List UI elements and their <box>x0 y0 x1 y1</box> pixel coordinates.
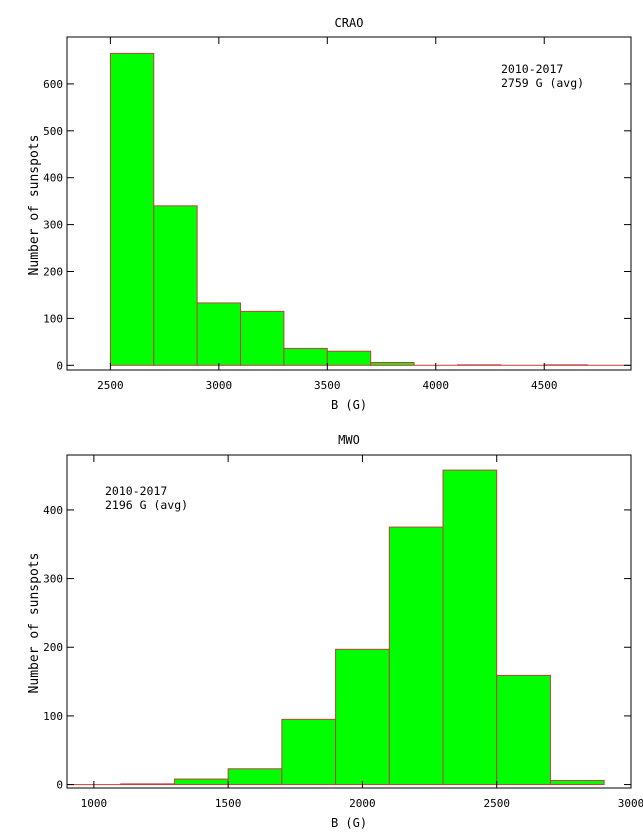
histogram-bar <box>227 768 283 786</box>
x-tick-label: 2500 <box>483 797 510 810</box>
bars-group <box>67 469 605 786</box>
annotation-average: 2196 G (avg) <box>105 498 188 512</box>
x-axis-label: B (G) <box>331 398 367 412</box>
annotation-period: 2010-2017 <box>501 62 563 76</box>
histogram-bar <box>240 310 285 366</box>
x-tick-label: 3000 <box>618 797 643 810</box>
histogram-bar <box>196 302 242 366</box>
histogram-bar <box>549 779 605 786</box>
chart-panel-mwo: 1000 1500 2000 2500 3000 0 100 200 300 400 MWO B… <box>27 433 643 830</box>
y-tick-label: 100 <box>43 710 63 723</box>
y-tick-label: 200 <box>43 266 63 279</box>
histogram-bar <box>496 674 551 786</box>
y-axis-label: Number of sunspots <box>27 553 42 694</box>
y-ticks: 0 100 200 300 400 <box>43 504 631 792</box>
chart-title: CRAO <box>335 16 364 30</box>
chart-title: MWO <box>338 433 360 447</box>
histogram-bar <box>173 778 229 786</box>
x-tick-label: 3500 <box>314 379 341 392</box>
histogram-bar <box>442 469 498 786</box>
histogram-bar <box>283 347 328 366</box>
x-axis-label: B (G) <box>331 816 367 830</box>
x-tick-label: 1000 <box>81 797 108 810</box>
x-tick-label: 3000 <box>206 379 233 392</box>
histogram-bar <box>153 205 198 366</box>
histogram-bar <box>370 361 415 366</box>
x-ticks: 1000 1500 2000 2500 3000 <box>81 455 643 810</box>
chart-panel-crao: 2500 3000 3500 4000 4500 0 100 200 300 400 500 600… <box>27 16 632 412</box>
histogram-bar <box>109 52 155 366</box>
y-tick-label: 0 <box>56 359 63 372</box>
y-tick-label: 600 <box>43 78 63 91</box>
x-tick-label: 4000 <box>423 379 450 392</box>
x-tick-label: 2000 <box>349 797 376 810</box>
histogram-bar <box>120 783 175 786</box>
y-tick-label: 500 <box>43 125 63 138</box>
histogram-bar <box>335 648 390 786</box>
x-ticks: 2500 3000 3500 4000 4500 <box>97 37 557 392</box>
y-tick-label: 100 <box>43 312 63 325</box>
y-tick-label: 0 <box>56 779 63 792</box>
y-ticks: 0 100 200 300 400 500 600 <box>43 78 631 372</box>
plot-frame <box>66 36 632 371</box>
y-tick-label: 300 <box>43 219 63 232</box>
y-tick-label: 200 <box>43 641 63 654</box>
histogram-bar <box>388 526 444 786</box>
histogram-bar <box>281 718 337 786</box>
y-tick-label: 400 <box>43 172 63 185</box>
x-tick-label: 1500 <box>215 797 242 810</box>
histogram-bar <box>326 350 372 366</box>
y-tick-label: 400 <box>43 504 63 517</box>
x-tick-label: 2500 <box>97 379 124 392</box>
plot-frame <box>66 454 632 789</box>
x-tick-label: 4500 <box>531 379 558 392</box>
annotation-average: 2759 G (avg) <box>501 76 584 90</box>
y-tick-label: 300 <box>43 573 63 586</box>
y-axis-label: Number of sunspots <box>27 135 42 276</box>
annotation-period: 2010-2017 <box>105 484 167 498</box>
bars-group <box>109 52 631 366</box>
